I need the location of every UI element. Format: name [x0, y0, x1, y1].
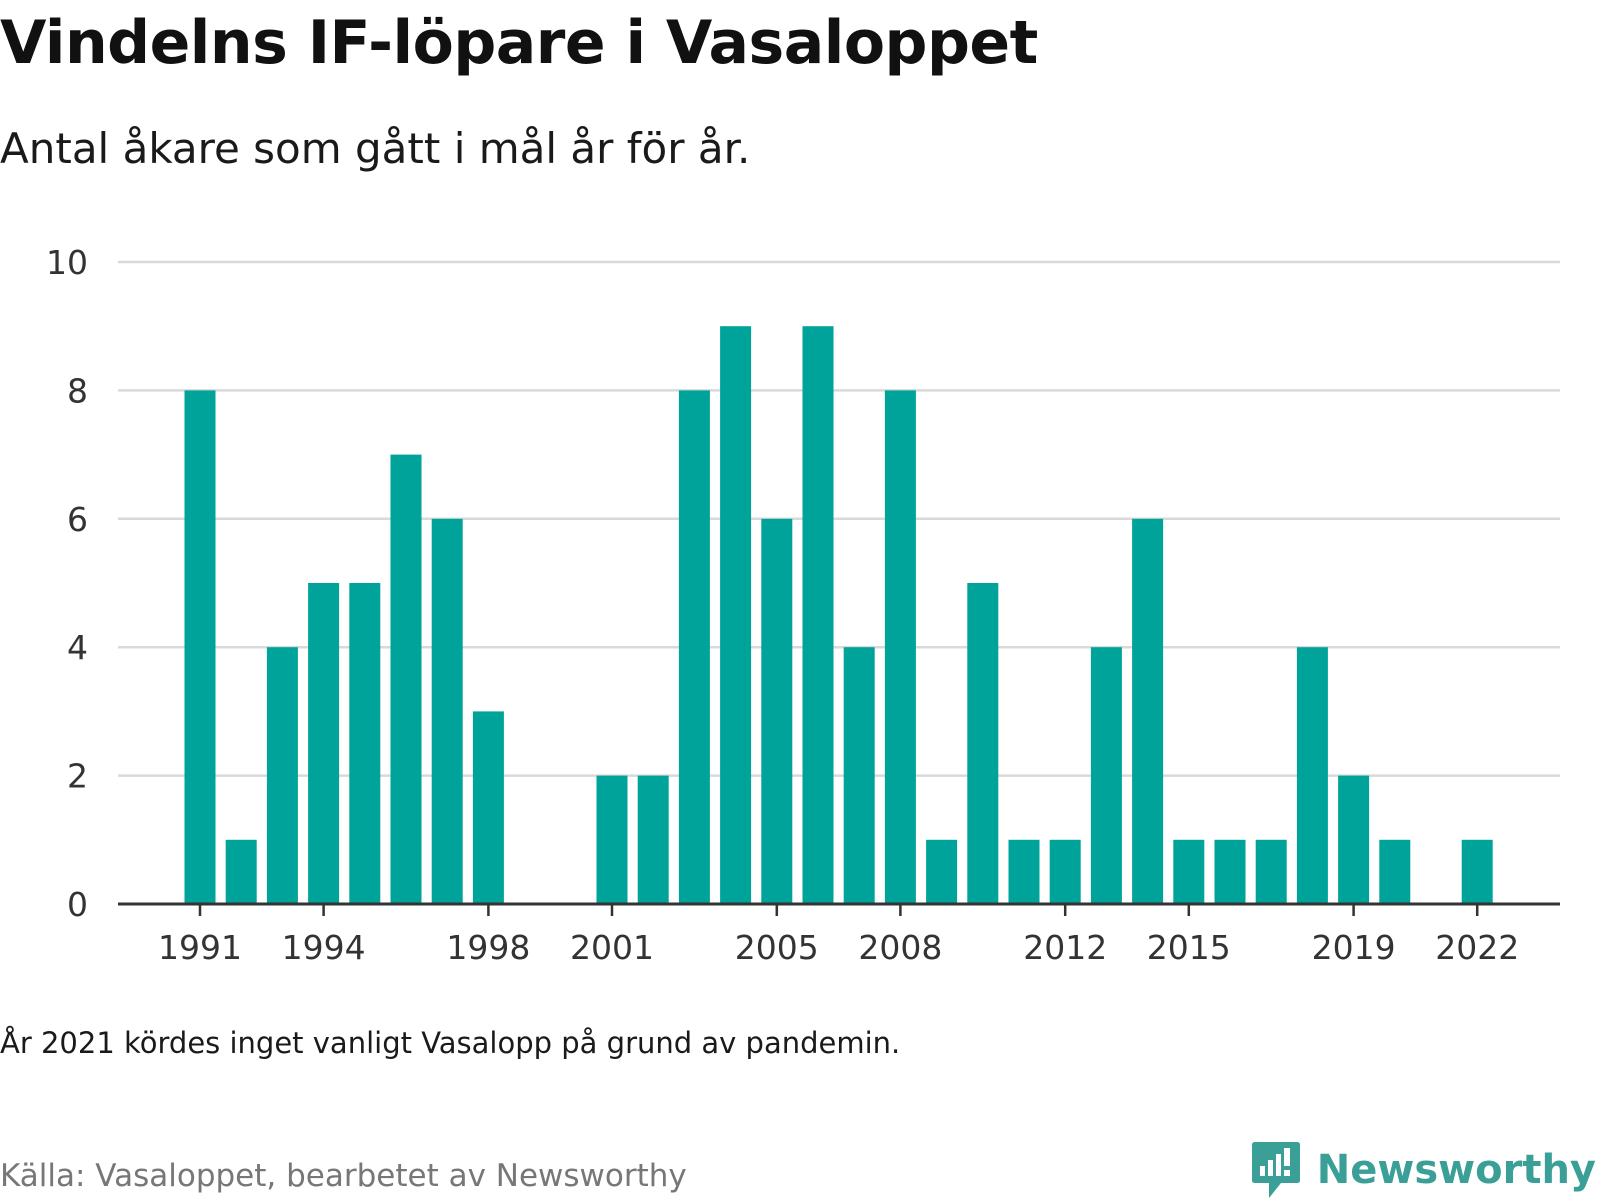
bar-2006 [802, 326, 834, 904]
bar-2007 [843, 647, 875, 904]
x-tick-label: 2005 [735, 928, 819, 967]
bar-1998 [472, 711, 504, 904]
bar-2003 [678, 390, 710, 904]
x-tick-label: 2019 [1312, 928, 1396, 967]
bar-2022 [1461, 839, 1493, 904]
bar-1997 [431, 518, 463, 904]
y-tick-label: 6 [67, 500, 88, 539]
x-tick-label: 1994 [282, 928, 366, 967]
bar-2002 [637, 775, 669, 904]
bar-1995 [349, 583, 381, 904]
x-tick-label: 1991 [158, 928, 242, 967]
bars [184, 326, 1493, 904]
bar-1996 [390, 454, 422, 904]
bar-chart: 0 2 4 6 8 10 1991 1994 1998 2001 2005 2008 2012 2015… [46, 243, 1560, 967]
bar-2020 [1379, 839, 1411, 904]
y-axis-ticks: 0 2 4 6 8 10 [46, 243, 88, 924]
y-tick-label: 0 [67, 885, 88, 924]
x-tick-label: 2015 [1147, 928, 1231, 967]
bar-2016 [1214, 839, 1246, 904]
bar-2013 [1090, 647, 1122, 904]
bar-2010 [967, 583, 999, 904]
bar-2005 [761, 518, 793, 904]
footnote: År 2021 kördes inget vanligt Vasalopp på… [0, 1026, 901, 1060]
bar-2014 [1132, 518, 1164, 904]
chart-subtitle: Antal åkare som gått i mål år för år. [0, 124, 751, 173]
bar-2001 [596, 775, 628, 904]
bar-2011 [1008, 839, 1040, 904]
bar-2004 [720, 326, 752, 904]
x-axis-ticks: 1991 1994 1998 2001 2005 2008 2012 2015 2019 2022 [158, 904, 1519, 967]
x-tick-label: 2008 [858, 928, 942, 967]
chart-title: Vindelns IF-löpare i Vasaloppet [0, 8, 1038, 78]
newsworthy-logo-icon [1251, 1142, 1300, 1198]
x-tick-label: 2012 [1023, 928, 1107, 967]
bar-2015 [1173, 839, 1205, 904]
y-tick-label: 4 [67, 628, 88, 667]
y-tick-label: 8 [67, 371, 88, 410]
x-tick-label: 2022 [1435, 928, 1519, 967]
source-text: Källa: Vasaloppet, bearbetet av Newswort… [0, 1158, 687, 1194]
y-tick-label: 2 [67, 757, 88, 796]
bar-2009 [926, 839, 958, 904]
brand-name: Newsworthy [1316, 1147, 1596, 1193]
x-tick-label: 1998 [446, 928, 530, 967]
bar-1994 [308, 583, 340, 904]
bar-2008 [884, 390, 916, 904]
bar-1993 [266, 647, 298, 904]
bar-1992 [225, 839, 257, 904]
brand: Newsworthy [1251, 1140, 1596, 1200]
bar-2018 [1296, 647, 1328, 904]
y-tick-label: 10 [46, 243, 88, 282]
bar-2017 [1255, 839, 1287, 904]
bar-2019 [1338, 775, 1370, 904]
bar-1991 [184, 390, 216, 904]
x-tick-label: 2001 [570, 928, 654, 967]
bar-2012 [1049, 839, 1081, 904]
